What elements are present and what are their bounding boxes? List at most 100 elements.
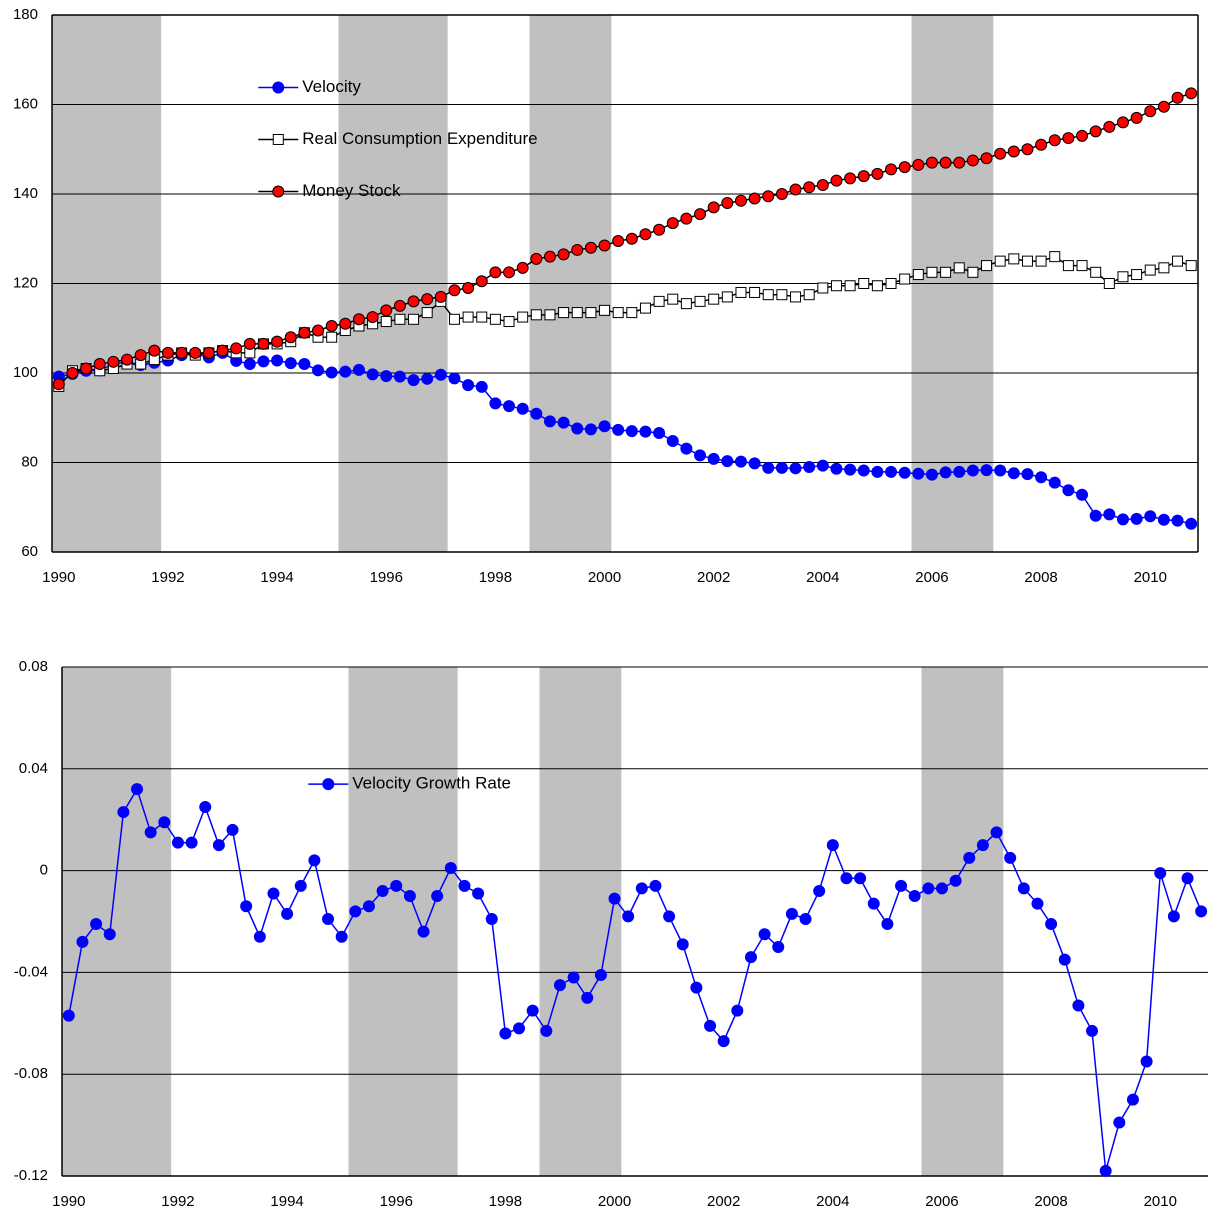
marker [503, 400, 516, 413]
y-tick-label: 0 [40, 862, 48, 879]
marker [748, 457, 761, 470]
marker [581, 991, 594, 1004]
marker [1167, 910, 1180, 923]
marker [653, 223, 666, 236]
marker [749, 286, 761, 298]
marker [1140, 1055, 1153, 1068]
marker [1062, 484, 1075, 497]
marker [394, 313, 406, 325]
marker [939, 156, 952, 169]
marker [462, 281, 475, 294]
x-tick-label: 1994 [260, 569, 293, 586]
marker [625, 232, 638, 245]
marker [639, 228, 652, 241]
marker [226, 823, 239, 836]
marker [339, 317, 352, 330]
marker [844, 463, 857, 476]
x-tick-label: 1994 [270, 1193, 303, 1210]
y-tick-label: -0.08 [14, 1065, 48, 1082]
marker [857, 464, 870, 477]
marker [444, 862, 457, 875]
marker [1086, 1024, 1099, 1037]
marker [1004, 851, 1017, 864]
y-tick-label: 60 [21, 543, 38, 560]
marker [1103, 278, 1115, 289]
marker [553, 979, 566, 992]
marker [680, 442, 693, 455]
marker [758, 928, 771, 941]
x-tick-label: 2004 [806, 569, 839, 586]
marker [912, 467, 925, 480]
marker [376, 884, 389, 897]
marker [1172, 255, 1184, 267]
marker [417, 925, 430, 938]
marker [963, 851, 976, 864]
marker [854, 872, 867, 885]
marker [926, 266, 938, 278]
x-tick-label: 2010 [1134, 569, 1167, 586]
marker [557, 248, 570, 261]
marker [899, 273, 911, 285]
marker [366, 368, 379, 381]
marker [1117, 271, 1129, 283]
marker [1195, 905, 1208, 918]
marker [734, 455, 747, 468]
marker [976, 839, 989, 852]
marker [1103, 120, 1116, 133]
marker [199, 800, 212, 813]
marker [608, 892, 621, 905]
marker [990, 826, 1003, 839]
marker [799, 912, 812, 925]
marker [1099, 1164, 1112, 1177]
x-tick-label: 1990 [42, 569, 75, 586]
marker [881, 918, 894, 931]
marker [517, 311, 529, 323]
marker [421, 307, 433, 319]
marker [530, 407, 543, 420]
marker [52, 378, 65, 391]
x-tick-label: 2008 [1024, 569, 1057, 586]
marker [407, 295, 420, 308]
marker [803, 181, 816, 194]
marker [762, 289, 774, 301]
marker [571, 422, 584, 435]
marker [1185, 517, 1198, 530]
marker [966, 154, 979, 167]
marker [885, 465, 898, 478]
marker [380, 316, 392, 328]
x-tick-label: 1998 [479, 569, 512, 586]
marker [762, 190, 775, 203]
marker [680, 298, 692, 310]
marker [1089, 125, 1102, 138]
marker [966, 464, 979, 477]
marker [844, 280, 856, 292]
marker [639, 302, 651, 314]
marker [885, 163, 898, 176]
marker [503, 316, 515, 328]
marker [639, 425, 652, 438]
y-tick-label: 140 [13, 185, 38, 202]
marker [1048, 134, 1061, 147]
marker [407, 374, 420, 387]
marker [485, 912, 498, 925]
marker [707, 452, 720, 465]
marker [676, 938, 689, 951]
y-tick-label: 120 [13, 274, 38, 291]
marker [612, 234, 625, 247]
x-tick-label: 2008 [1034, 1193, 1067, 1210]
marker [131, 783, 144, 796]
x-tick-label: 2002 [697, 569, 730, 586]
marker [967, 266, 979, 278]
marker [567, 971, 580, 984]
marker [543, 250, 556, 263]
marker [121, 353, 134, 366]
marker [1144, 105, 1157, 118]
marker [298, 358, 311, 371]
marker [421, 293, 434, 306]
marker [281, 907, 294, 920]
marker [489, 266, 502, 279]
x-tick-label: 2004 [816, 1193, 849, 1210]
marker [830, 462, 843, 475]
marker [707, 201, 720, 214]
